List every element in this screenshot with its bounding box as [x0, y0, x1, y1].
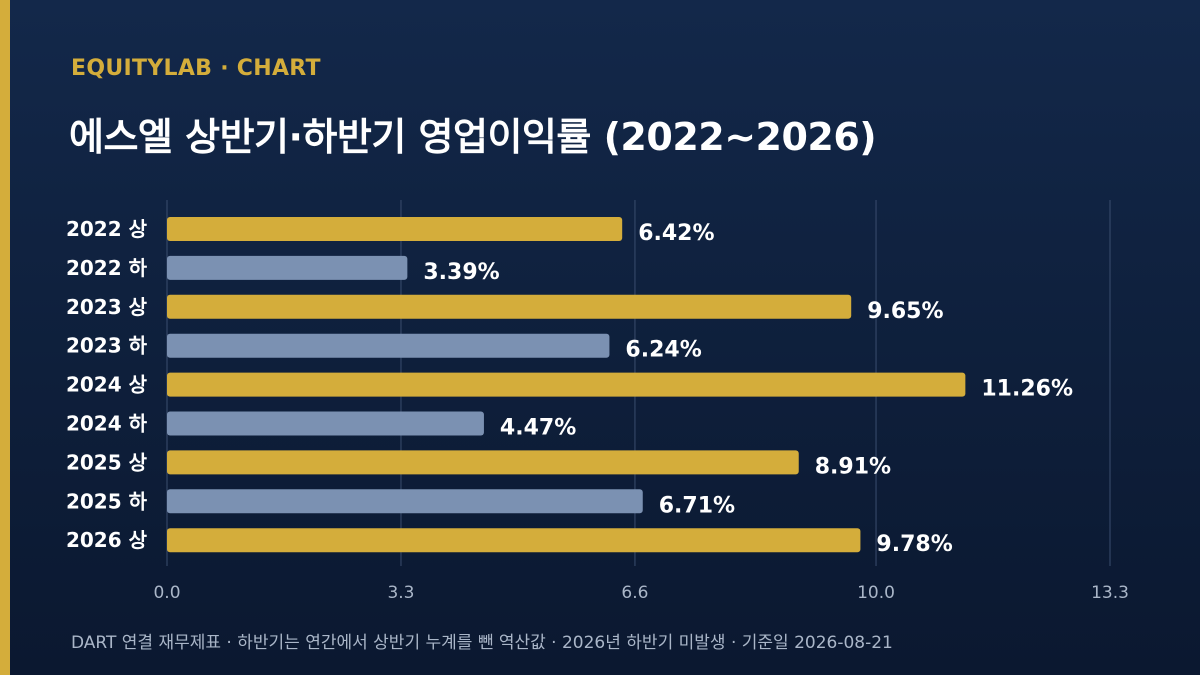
value-label: 6.24% [625, 338, 701, 363]
category-label: 2022 상 [66, 217, 148, 241]
category-label: 2024 상 [66, 373, 148, 397]
footnote: DART 연결 재무제표 · 하반기는 연간에서 상반기 누계를 뺀 역산값 ·… [71, 633, 893, 653]
x-tick-labels: 0.0 3.3 6.6 10.0 13.3 [153, 583, 1128, 603]
bar [167, 333, 610, 358]
category-label: 2022 하 [66, 256, 148, 280]
x-tick-label: 10.0 [857, 583, 895, 603]
value-label: 9.65% [867, 299, 943, 324]
category-label: 2025 하 [66, 489, 148, 513]
bar [167, 489, 643, 514]
category-label: 2023 하 [66, 334, 148, 358]
x-tick-label: 6.6 [621, 583, 648, 603]
category-label: 2023 상 [66, 295, 148, 319]
bar [167, 217, 623, 241]
value-label: 9.78% [876, 532, 952, 557]
bar [167, 255, 408, 280]
value-label: 11.26% [981, 377, 1073, 402]
accent-bar [0, 0, 10, 675]
value-label: 6.71% [659, 493, 735, 518]
bar [167, 450, 799, 475]
bar [167, 294, 852, 319]
x-tick-label: 3.3 [387, 583, 414, 603]
bars [167, 217, 966, 553]
bar [167, 528, 861, 553]
value-label: 3.39% [423, 260, 499, 285]
brand-label: EQUITYLAB · CHART [71, 56, 321, 81]
chart-title: 에스엘 상반기·하반기 영업이익률 (2022~2026) [69, 115, 877, 159]
value-label: 8.91% [815, 454, 891, 479]
x-tick-label: 0.0 [153, 583, 180, 603]
category-label: 2025 상 [66, 450, 148, 474]
value-label: 6.42% [638, 221, 714, 246]
value-labels: 6.42% 3.39% 9.65% 6.24% 11.26% 4.47% 8.91% 6.71… [423, 221, 1073, 557]
category-label: 2024 하 [66, 412, 148, 436]
bar [167, 372, 966, 397]
x-tick-label: 13.3 [1091, 583, 1129, 603]
category-label: 2026 상 [66, 528, 148, 552]
category-labels: 2022 상 2022 하 2023 상 2023 하 2024 상 2024 하 2025… [66, 217, 148, 552]
bar [167, 411, 484, 436]
value-label: 4.47% [500, 416, 576, 441]
